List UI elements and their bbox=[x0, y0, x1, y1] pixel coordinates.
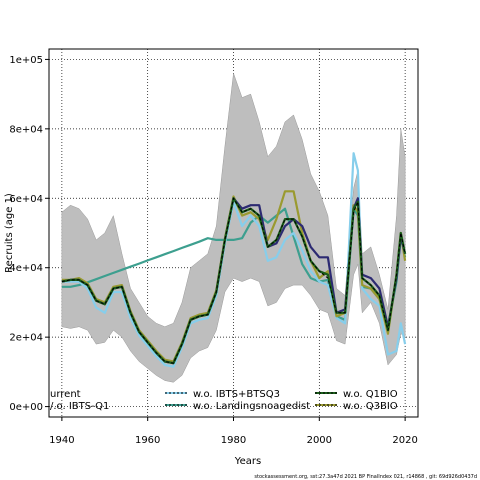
confidence-band bbox=[61, 73, 406, 383]
y-tick-label: 2e+04 bbox=[9, 333, 43, 344]
band-area bbox=[61, 73, 406, 383]
legend-label: w.o. IBTS+BTSQ3 bbox=[193, 389, 280, 400]
legend-label: w.o. Q1BIO bbox=[343, 389, 398, 400]
series-line-current bbox=[61, 197, 406, 364]
series-lines bbox=[61, 152, 407, 368]
x-axis-label: Years bbox=[234, 456, 261, 467]
y-tick-label: 1e+05 bbox=[9, 55, 43, 66]
legend-label: urrent bbox=[50, 389, 81, 400]
legend-label: /.o. IBTS-Q1 bbox=[50, 401, 109, 412]
y-axis-label: Recruits (age 1) bbox=[4, 193, 15, 273]
series-line-w-o-ibts-btsq3 bbox=[61, 152, 407, 368]
x-tick-label: 2000 bbox=[307, 435, 332, 446]
footer-credit: stockassessment.org, sst:27.3a47d 2021 B… bbox=[254, 474, 477, 480]
y-tick-label: 8e+04 bbox=[9, 124, 43, 135]
x-axis: 1940 1960 1980 2000 2020 bbox=[49, 417, 418, 446]
x-tick-label: 1940 bbox=[49, 435, 74, 446]
y-tick-label: 0e+00 bbox=[9, 402, 43, 413]
y-axis: 0e+00 2e+04 4e+04 6e+04 8e+04 1e+05 bbox=[9, 55, 49, 413]
y-tick-label: 6e+04 bbox=[9, 194, 43, 205]
x-tick-label: 2020 bbox=[392, 435, 417, 446]
legend-label: w.o. Landingsnoagedist bbox=[193, 401, 310, 412]
x-tick-label: 1960 bbox=[135, 435, 160, 446]
y-tick-label: 4e+04 bbox=[9, 263, 43, 274]
legend-label: w.o. Q3BIO bbox=[343, 401, 398, 412]
x-tick-label: 1980 bbox=[221, 435, 246, 446]
